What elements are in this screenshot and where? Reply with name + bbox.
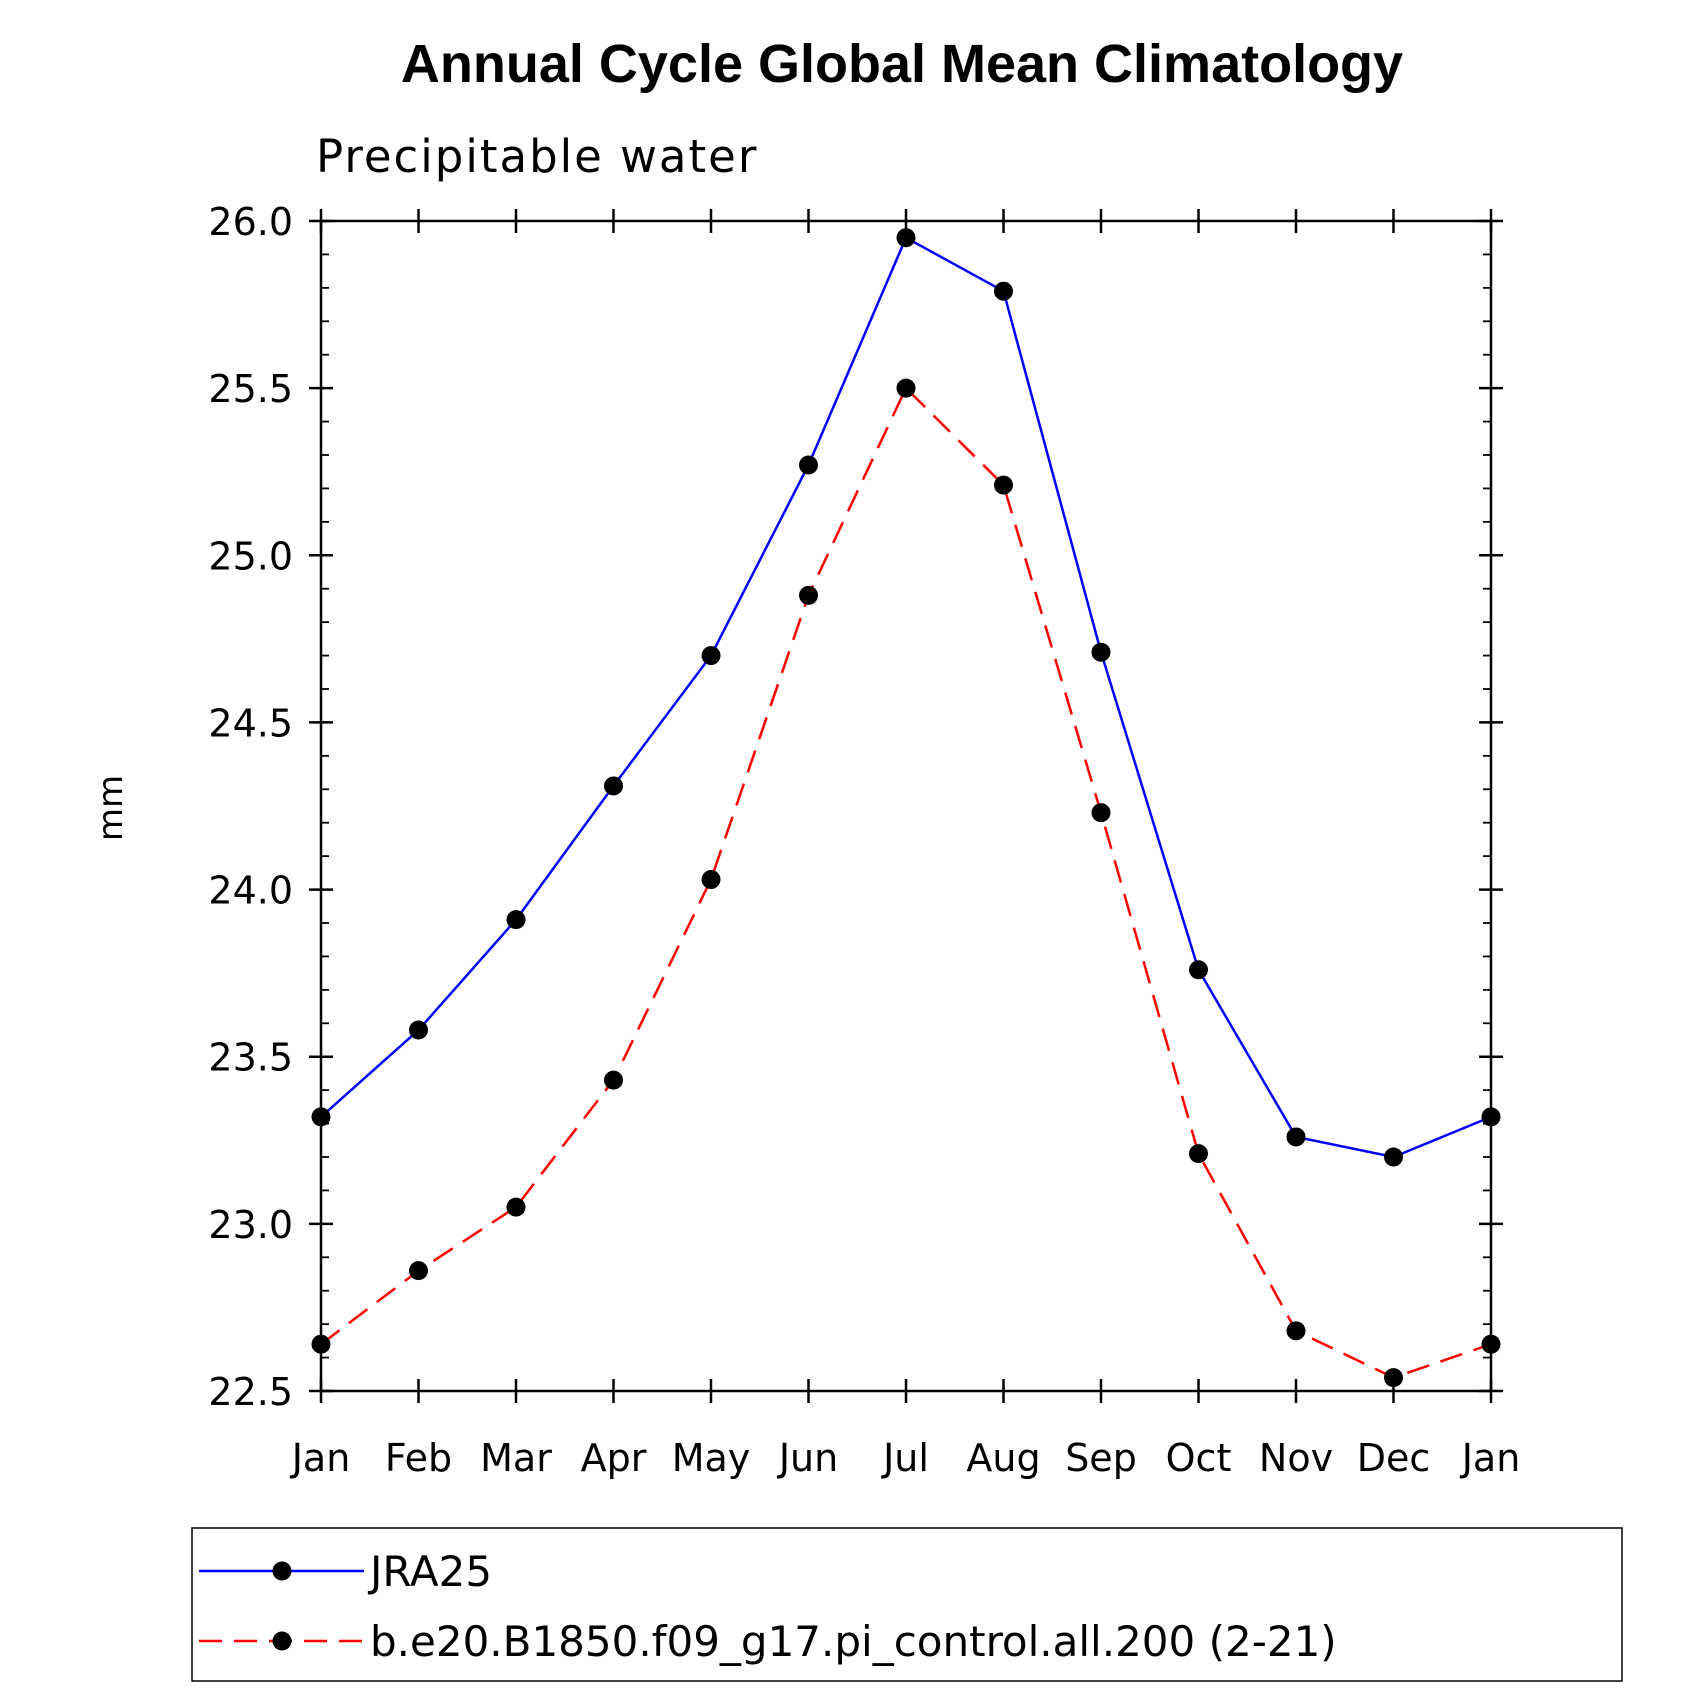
y-tick-label: 24.0 bbox=[208, 869, 293, 913]
series-1-point bbox=[1481, 1334, 1501, 1354]
series-0-point bbox=[1481, 1107, 1501, 1127]
series-1-point bbox=[994, 475, 1013, 495]
series-line-0 bbox=[320, 235, 1492, 1159]
x-tick-label: Aug bbox=[966, 1436, 1040, 1480]
series-0-point bbox=[311, 1107, 331, 1127]
series-0-point bbox=[701, 646, 721, 666]
x-tick-label: Oct bbox=[1166, 1436, 1232, 1480]
x-tick-label: Jan bbox=[290, 1436, 351, 1480]
y-tick-label: 22.5 bbox=[208, 1370, 293, 1414]
series-0-point bbox=[1286, 1127, 1306, 1147]
series-0-point bbox=[994, 281, 1013, 301]
y-tick-label: 23.5 bbox=[208, 1036, 293, 1080]
series-1-point bbox=[409, 1261, 428, 1281]
legend-marker-jra25 bbox=[272, 1561, 292, 1581]
y-axis-tick-labels: 22.5 23.0 23.5 24.0 24.5 25.0 25.5 26.0 bbox=[208, 200, 293, 1414]
x-tick-label: Apr bbox=[581, 1436, 647, 1480]
series-1-point bbox=[311, 1334, 331, 1354]
series-1-point bbox=[1189, 1144, 1208, 1164]
y-tick-label: 25.0 bbox=[208, 534, 293, 578]
series-1-point bbox=[701, 870, 721, 890]
series-0-point bbox=[1091, 642, 1111, 662]
series-line-1 bbox=[320, 385, 1492, 1379]
series-0-point bbox=[1189, 960, 1208, 980]
y-axis-label: mm bbox=[91, 775, 131, 841]
legend-box bbox=[191, 1527, 1623, 1682]
x-tick-label: May bbox=[672, 1436, 751, 1480]
legend-label-model: b.e20.B1850.f09_g17.pi_control.all.200 (… bbox=[370, 1617, 1337, 1666]
series-0-point bbox=[506, 910, 526, 930]
series-1-point bbox=[506, 1197, 526, 1217]
series-0-point bbox=[799, 455, 818, 475]
x-tick-label: Mar bbox=[480, 1436, 552, 1480]
x-axis-tick-labels: Jan Feb Mar Apr May Jun Jul Aug Sep Oct Nov Dec Jan bbox=[290, 1436, 1521, 1480]
series-1-point bbox=[1286, 1321, 1306, 1341]
series-1-point bbox=[896, 378, 916, 398]
series-1-point bbox=[799, 585, 818, 605]
legend: JRA25 b.e20.B1850.f09_g17.pi_control.all… bbox=[191, 1527, 1623, 1682]
x-tick-label: Jan bbox=[1460, 1436, 1521, 1480]
legend-marker-model bbox=[272, 1631, 292, 1651]
series-0-point bbox=[409, 1020, 428, 1040]
series-1-point bbox=[1091, 803, 1111, 823]
x-tick-label: Jun bbox=[777, 1436, 838, 1480]
y-tick-label: 24.5 bbox=[208, 701, 293, 745]
series-0-point bbox=[1384, 1147, 1403, 1167]
legend-label-jra25: JRA25 bbox=[367, 1547, 492, 1596]
x-tick-label: Nov bbox=[1259, 1436, 1333, 1480]
chart-title: Annual Cycle Global Mean Climatology bbox=[401, 34, 1403, 94]
chart-subtitle: Precipitable water bbox=[316, 130, 758, 183]
x-tick-label: Feb bbox=[385, 1436, 452, 1480]
axis-ticks bbox=[309, 209, 1503, 1403]
series-0-point bbox=[604, 776, 623, 796]
series-layer bbox=[311, 228, 1501, 1388]
series-1-point bbox=[1384, 1368, 1403, 1388]
y-tick-label: 23.0 bbox=[208, 1203, 293, 1247]
y-tick-label: 26.0 bbox=[208, 200, 293, 244]
y-tick-label: 25.5 bbox=[208, 367, 293, 411]
x-tick-label: Dec bbox=[1357, 1436, 1431, 1480]
series-1-point bbox=[604, 1070, 623, 1090]
x-tick-label: Jul bbox=[881, 1436, 929, 1480]
x-tick-label: Sep bbox=[1065, 1436, 1137, 1480]
series-0-point bbox=[896, 228, 916, 248]
